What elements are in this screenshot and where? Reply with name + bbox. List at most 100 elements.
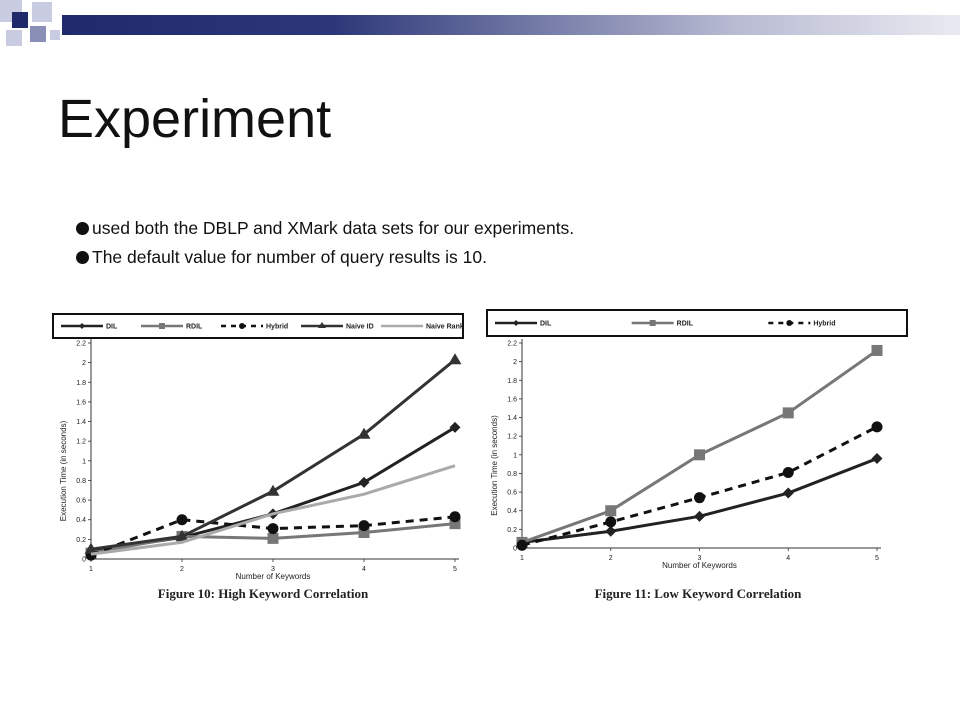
data-point-triangle bbox=[84, 542, 98, 554]
data-point-triangle bbox=[357, 427, 371, 439]
legend: DIL RDIL Hybrid Naive ID Naive Rank bbox=[52, 313, 464, 339]
data-point-square bbox=[449, 518, 461, 530]
y-tick-label: 1.4 bbox=[507, 415, 517, 422]
y-tick-label: 1 bbox=[513, 452, 517, 459]
data-point-square bbox=[782, 407, 794, 419]
data-point-circle bbox=[449, 511, 461, 523]
y-tick-label: 2 bbox=[513, 359, 517, 366]
data-point-diamond bbox=[782, 487, 794, 499]
data-point-square bbox=[649, 320, 656, 326]
data-point-diamond bbox=[358, 476, 370, 488]
header-bar bbox=[62, 15, 960, 35]
series-dil bbox=[516, 453, 883, 548]
data-point-circle bbox=[516, 539, 528, 551]
data-point-circle bbox=[786, 320, 793, 326]
series-line bbox=[521, 425, 878, 547]
y-tick-label: 2.2 bbox=[507, 341, 517, 348]
x-tick-label: 2 bbox=[180, 566, 184, 573]
slide-title: Experiment bbox=[58, 89, 332, 149]
series-line bbox=[90, 358, 456, 551]
x-tick-label: 4 bbox=[786, 555, 790, 562]
chart-high-correlation: DIL RDIL Hybrid Naive ID Naive Rank 0 0.2 0.4 0.… bbox=[52, 313, 464, 601]
data-point-circle bbox=[358, 520, 370, 532]
legend-label: Naive ID bbox=[346, 324, 374, 331]
y-tick-label: 0.4 bbox=[76, 517, 86, 524]
figure-caption: Figure 11: Low Keyword Correlation bbox=[595, 586, 803, 601]
data-point-circle bbox=[694, 492, 705, 504]
data-point-square bbox=[267, 532, 279, 544]
data-point-diamond bbox=[871, 453, 883, 465]
legend-label: Hybrid bbox=[266, 324, 288, 331]
data-point-triangle bbox=[448, 353, 462, 365]
y-tick-label: 1.8 bbox=[507, 378, 517, 385]
legend-label: Naive Rank bbox=[426, 324, 464, 331]
x-tick-label: 1 bbox=[89, 566, 93, 573]
bullet-list: used both the DBLP and XMark data sets f… bbox=[76, 214, 574, 272]
series-naive-rank bbox=[90, 464, 456, 556]
deco-square bbox=[30, 26, 46, 42]
data-point-square bbox=[159, 323, 165, 329]
x-tick-label: 3 bbox=[698, 555, 702, 562]
x-axis-label: Number of Keywords bbox=[236, 572, 311, 581]
x-tick-label: 2 bbox=[609, 555, 613, 562]
y-tick-label: 0 bbox=[82, 557, 86, 564]
chart-low-correlation: DIL RDIL Hybrid 0 0.2 0.4 0.6 0.8 1 1.2 1.4 1.6 1.8 2… bbox=[486, 309, 908, 601]
legend: DIL RDIL Hybrid bbox=[486, 309, 908, 337]
x-tick-label: 5 bbox=[875, 555, 879, 562]
y-tick-label: 1.8 bbox=[76, 380, 86, 387]
bullet-dot bbox=[76, 251, 89, 264]
legend-label: Hybrid bbox=[813, 321, 835, 328]
data-point-square bbox=[694, 449, 705, 461]
legend-box bbox=[486, 309, 908, 337]
deco-square bbox=[12, 12, 28, 28]
y-tick-label: 0.2 bbox=[507, 527, 517, 534]
legend-label: DIL bbox=[106, 324, 118, 331]
data-point-circle bbox=[176, 514, 188, 526]
data-point-diamond bbox=[694, 510, 705, 522]
y-tick-label: 0 bbox=[513, 546, 517, 553]
data-point-circle bbox=[605, 516, 617, 528]
bullet-text: used both the DBLP and XMark data sets f… bbox=[92, 218, 575, 238]
figure-caption: Figure 10: High Keyword Correlation bbox=[158, 586, 369, 601]
y-tick-label: 0.2 bbox=[76, 537, 86, 544]
legend-label: RDIL bbox=[186, 324, 203, 331]
y-axis-label: Execution Time (in seconds) bbox=[59, 420, 68, 521]
data-point-square bbox=[871, 344, 883, 356]
y-tick-label: 1.2 bbox=[76, 439, 86, 446]
data-point-diamond bbox=[79, 323, 85, 329]
data-point-circle bbox=[871, 421, 883, 433]
y-tick-label: 1.6 bbox=[76, 399, 86, 406]
bullet-item: The default value for number of query re… bbox=[76, 243, 574, 272]
legend-label: DIL bbox=[540, 321, 552, 328]
legend-label: RDIL bbox=[677, 321, 694, 328]
x-tick-label: 4 bbox=[362, 566, 366, 573]
data-point-square bbox=[605, 505, 617, 517]
y-tick-label: 1.2 bbox=[507, 434, 517, 441]
deco-square bbox=[6, 30, 22, 46]
data-point-circle bbox=[239, 323, 245, 329]
deco-square bbox=[50, 30, 60, 40]
y-tick-label: 1.4 bbox=[76, 419, 86, 426]
y-tick-label: 0.8 bbox=[76, 478, 86, 485]
series-hybrid bbox=[516, 421, 883, 551]
data-point-diamond bbox=[605, 525, 617, 537]
y-tick-label: 2.2 bbox=[76, 341, 86, 348]
data-point-diamond bbox=[449, 421, 461, 433]
data-point-triangle bbox=[318, 322, 326, 328]
bullet-text: The default value for number of query re… bbox=[92, 247, 487, 267]
bullet-item: used both the DBLP and XMark data sets f… bbox=[76, 214, 574, 243]
series-naive-id bbox=[84, 353, 462, 554]
x-tick-label: 1 bbox=[520, 555, 524, 562]
y-tick-label: 1.6 bbox=[507, 396, 517, 403]
y-tick-label: 1 bbox=[82, 458, 86, 465]
data-point-triangle bbox=[266, 484, 280, 496]
y-tick-label: 0.6 bbox=[76, 498, 86, 505]
series-hybrid bbox=[85, 511, 461, 561]
y-tick-label: 0.6 bbox=[507, 490, 517, 497]
y-tick-label: 0.8 bbox=[507, 471, 517, 478]
data-point-circle bbox=[267, 523, 279, 535]
series-line bbox=[90, 464, 456, 556]
x-tick-label: 3 bbox=[271, 566, 275, 573]
y-axis-label: Execution Time (in seconds) bbox=[490, 415, 499, 516]
deco-square bbox=[32, 2, 52, 22]
